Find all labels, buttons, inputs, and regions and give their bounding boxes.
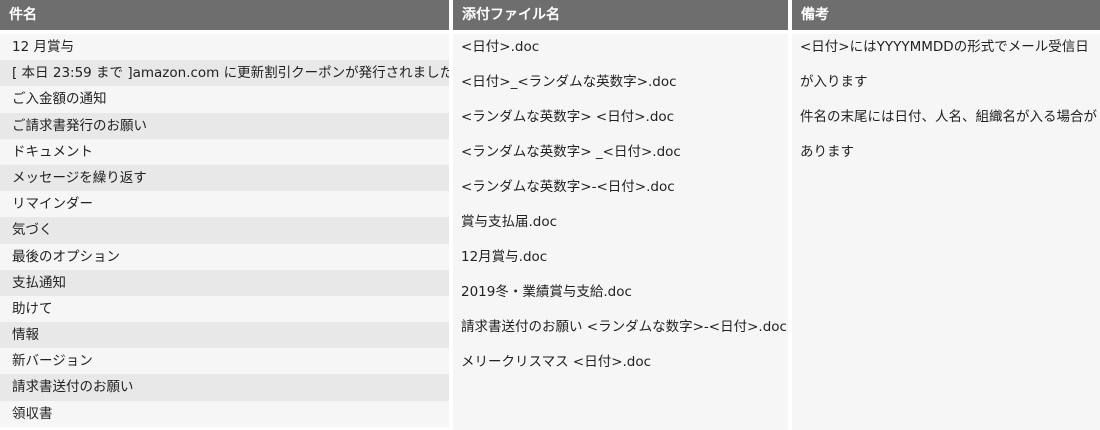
note-line: <日付>にはYYYYMMDDの形式でメール受信日 — [800, 39, 1089, 55]
attachment-list: <日付>.doc <日付>_<ランダムな英数字>.doc <ランダムな英数字> <日… — [453, 34, 788, 430]
attachment-item: メリークリスマス <日付>.doc — [461, 354, 652, 370]
subject-list: 12 月賞与[ 本日 23:59 まで ]amazon.com に更新割引クーポ… — [0, 34, 449, 430]
attachment-item: 請求書送付のお願い <ランダムな数字>-<日付>.doc — [461, 319, 787, 335]
subject-row: 助けて — [0, 295, 449, 323]
subject-row: ご入金額の通知 — [0, 86, 449, 113]
attachment-item: <ランダムな英数字>-<日付>.doc — [461, 179, 675, 195]
subject-row: [ 本日 23:59 まで ]amazon.com に更新割引クーポンが発行され… — [0, 60, 449, 87]
subject-header: 件名 — [0, 0, 449, 30]
subject-row: 気づく — [0, 217, 449, 244]
note-header: 備考 — [792, 0, 1100, 30]
note-column: 備考 <日付>にはYYYYMMDDの形式でメール受信日 が入ります件名の末尾には日… — [792, 0, 1100, 430]
subject-row: 支払通知 — [0, 269, 449, 296]
attachment-item: <ランダムな英数字> <日付>.doc — [461, 109, 675, 125]
subject-row: 最後のオプション — [0, 243, 449, 270]
attachment-item: 2019冬・業績賞与支給.doc — [461, 284, 632, 300]
subject-column: 件名 12 月賞与[ 本日 23:59 まで ]amazon.com に更新割引… — [0, 0, 449, 430]
subject-row: 情報 — [0, 322, 449, 349]
attachment-header: 添付ファイル名 — [453, 0, 788, 30]
subject-row: 領収書 — [0, 400, 449, 427]
subject-row: 請求書送付のお願い — [0, 374, 449, 401]
subject-row: 新バージョン — [0, 348, 449, 375]
attachment-item: <ランダムな英数字> _<日付>.doc — [461, 144, 681, 160]
subject-row: 12 月賞与 — [0, 34, 449, 61]
attachment-item: 賞与支払届.doc — [461, 214, 558, 230]
subject-row: リマインダー — [0, 191, 449, 218]
attachment-item: <日付>.doc — [461, 39, 540, 55]
attachment-column: 添付ファイル名 <日付>.doc <日付>_<ランダムな英数字>.doc <ランダム… — [453, 0, 788, 430]
note-line: あります — [800, 144, 854, 160]
note-line: が入ります — [800, 74, 868, 90]
note-list: <日付>にはYYYYMMDDの形式でメール受信日 が入ります件名の末尾には日付、人… — [792, 34, 1100, 430]
subject-row: ドキュメント — [0, 138, 449, 165]
note-line: 件名の末尾には日付、人名、組織名が入る場合が — [800, 109, 1097, 125]
subject-row: ご請求書発行のお願い — [0, 112, 449, 139]
attachment-item: 12月賞与.doc — [461, 249, 548, 265]
attachment-item: <日付>_<ランダムな英数字>.doc — [461, 74, 677, 90]
subject-row: メッセージを繰り返す — [0, 164, 449, 192]
